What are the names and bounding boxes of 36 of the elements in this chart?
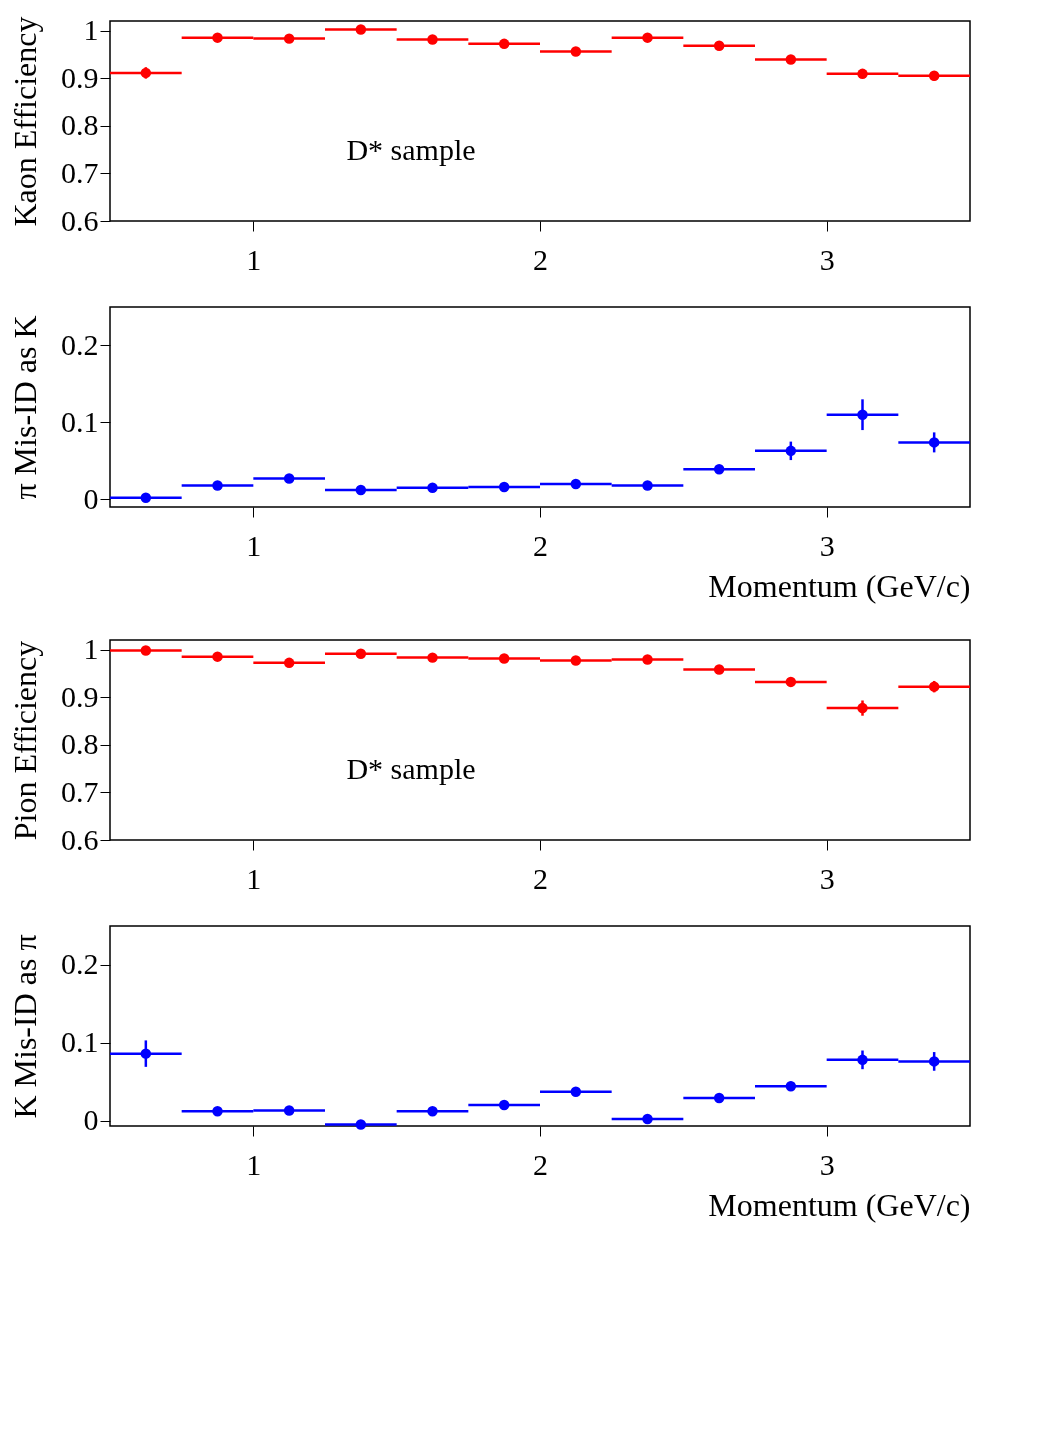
y-axis-title: K Mis-ID as π bbox=[7, 934, 43, 1119]
y-tick-label: 0.6 bbox=[61, 203, 99, 237]
x-tick-label: 3 bbox=[819, 1147, 835, 1181]
y-tick-label: 0.8 bbox=[61, 727, 99, 761]
y-tick-label: 0.1 bbox=[61, 404, 99, 438]
y-tick-label: 0.9 bbox=[61, 60, 99, 94]
y-tick-label: 0.2 bbox=[61, 947, 99, 981]
x-axis-title: Momentum (GeV/c) bbox=[708, 567, 971, 604]
x-tick-label: 1 bbox=[246, 861, 262, 895]
y-tick-label: 0.8 bbox=[61, 108, 99, 142]
x-tick-label: 2 bbox=[533, 528, 548, 562]
x-tick-label: 3 bbox=[819, 528, 835, 562]
x-tick-label: 1 bbox=[246, 1147, 262, 1181]
y-tick-label: 1 bbox=[83, 632, 99, 666]
y-axis-title: π Mis-ID as K bbox=[7, 315, 43, 500]
annotation: D* sample bbox=[346, 133, 476, 166]
x-tick-label: 1 bbox=[246, 528, 262, 562]
x-tick-label: 2 bbox=[533, 861, 548, 895]
x-tick-label: 3 bbox=[819, 242, 835, 276]
annotation: D* sample bbox=[346, 752, 476, 785]
y-tick-label: 0.7 bbox=[61, 774, 99, 808]
y-tick-label: 0 bbox=[83, 481, 99, 515]
x-axis-title: Momentum (GeV/c) bbox=[708, 1186, 971, 1223]
y-tick-label: 0.9 bbox=[61, 679, 99, 713]
y-axis-title: Kaon Efficiency bbox=[7, 16, 43, 227]
y-tick-label: 0.1 bbox=[61, 1025, 99, 1059]
x-tick-label: 3 bbox=[819, 861, 835, 895]
y-tick-label: 0 bbox=[83, 1103, 99, 1137]
x-tick-label: 1 bbox=[246, 242, 262, 276]
x-tick-label: 2 bbox=[533, 242, 548, 276]
y-axis-title: Pion Efficiency bbox=[7, 640, 43, 841]
y-tick-label: 0.6 bbox=[61, 822, 99, 856]
y-tick-label: 0.7 bbox=[61, 155, 99, 189]
x-tick-label: 2 bbox=[533, 1147, 548, 1181]
y-tick-label: 1 bbox=[83, 13, 99, 47]
y-tick-label: 0.2 bbox=[61, 327, 99, 361]
